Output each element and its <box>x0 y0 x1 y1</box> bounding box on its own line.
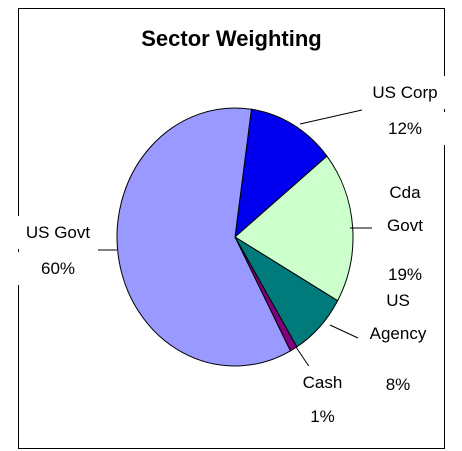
slice-label: US Agency <box>362 284 434 350</box>
value-label: 1% <box>295 400 350 433</box>
pie-slice <box>234 108 328 239</box>
pie-slice <box>116 107 292 367</box>
slice-label: Cda Govt <box>380 176 430 242</box>
leader-lines <box>98 109 372 369</box>
chart-title: Sector Weighting <box>141 26 322 51</box>
slice-label: US Govt <box>12 216 104 249</box>
value-label: 12% <box>365 112 445 145</box>
pie-slice <box>234 155 354 302</box>
slice-label: US Corp <box>365 76 445 109</box>
value-label: 8% <box>362 368 434 401</box>
value-label: 60% <box>12 252 104 285</box>
slice-label: Cash <box>295 366 350 399</box>
